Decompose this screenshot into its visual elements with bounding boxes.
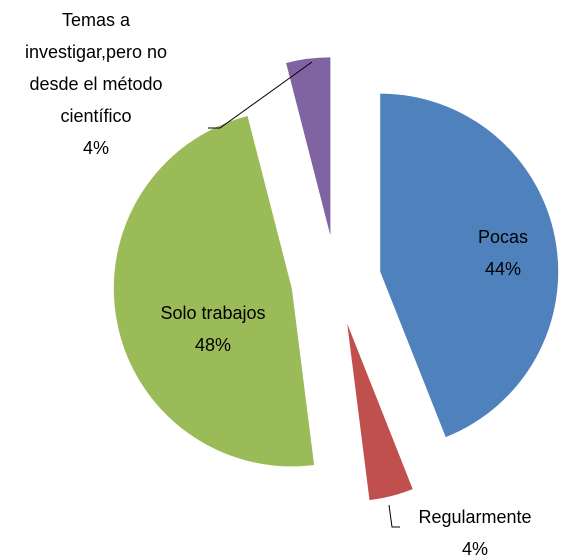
slice-label: Solo trabajos 48% [128, 297, 298, 361]
pie-slice [380, 93, 559, 438]
pie-slice [347, 323, 413, 501]
leader-line [388, 504, 400, 528]
category-label: Regularmente [418, 507, 532, 527]
leader-line [208, 61, 313, 129]
slice-label: Temas a investigar,pero no desde el méto… [6, 4, 186, 164]
value-label: 4% [461, 539, 488, 556]
slice-label: Regularmente 4% [405, 501, 545, 556]
value-label: 4% [82, 138, 109, 158]
value-label: 48% [194, 335, 232, 355]
pie-slice [113, 116, 315, 467]
category-label: Temas a investigar,pero no desde el méto… [24, 10, 168, 126]
category-label: Pocas [477, 227, 529, 247]
value-label: 44% [484, 259, 522, 279]
category-label: Solo trabajos [160, 303, 266, 323]
slice-label: Pocas 44% [433, 221, 561, 285]
pie-slice [286, 57, 331, 236]
